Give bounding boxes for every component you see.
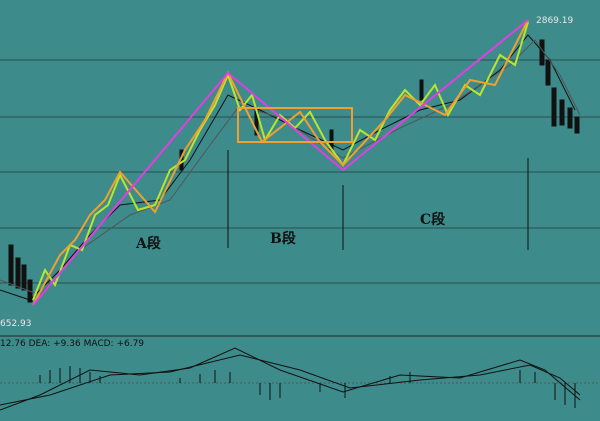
segment-dividers	[227, 150, 529, 250]
macd-label: 12.76 DEA: +9.36 MACD: +6.79	[0, 339, 144, 349]
segment-label: B段	[270, 230, 296, 247]
consolidation-box	[237, 107, 353, 143]
segment-label: A段	[135, 235, 161, 252]
moving-averages	[0, 34, 581, 301]
segment-label: C段	[420, 211, 445, 228]
zigzag-green	[32, 21, 529, 301]
low-label: 652.93	[0, 319, 32, 329]
high-label: 2869.19	[536, 16, 573, 26]
candles	[8, 39, 580, 303]
trend-lines	[32, 19, 529, 306]
zigzag-orange	[32, 19, 529, 306]
macd-lines	[0, 347, 581, 411]
